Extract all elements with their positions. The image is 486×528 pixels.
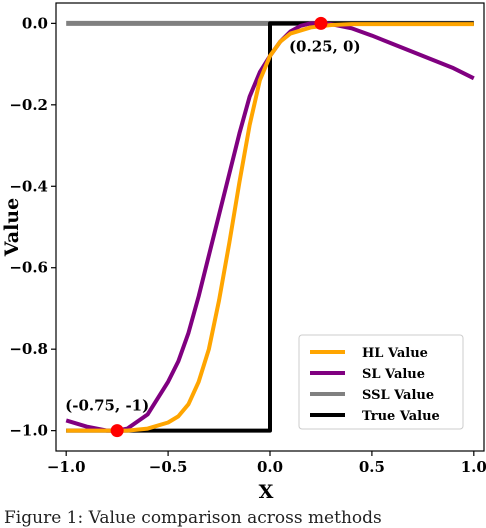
x-tick-label: 0.5 bbox=[359, 458, 385, 476]
y-ticks: 0.0 −0.2 −0.4 −0.6 −0.8 −1.0 bbox=[9, 14, 56, 440]
series-line-hl-value bbox=[66, 22, 474, 433]
y-tick-label: 0.0 bbox=[22, 14, 48, 32]
x-ticks: −1.0 −0.5 0.0 0.5 1.0 bbox=[47, 451, 486, 476]
point-annotation-2: (0.25, 0) bbox=[289, 37, 361, 55]
legend: HL Value SL Value SSL Value True Value bbox=[298, 334, 464, 430]
y-tick-label: −0.4 bbox=[9, 177, 48, 195]
x-tick-label: −0.5 bbox=[149, 458, 188, 476]
point-annotation-1: (-0.75, -1) bbox=[65, 397, 149, 415]
legend-label-true-value: True Value bbox=[362, 409, 440, 424]
legend-label-hl-value: HL Value bbox=[362, 346, 428, 361]
y-tick-label: −1.0 bbox=[9, 422, 48, 440]
plot-points: (-0.75, -1) (0.25, 0) bbox=[65, 16, 361, 438]
y-tick-label: −0.6 bbox=[9, 259, 48, 277]
y-tick-label: −0.2 bbox=[9, 96, 48, 114]
y-tick-label: −0.8 bbox=[9, 340, 48, 358]
plot-lines bbox=[65, 20, 475, 433]
x-tick-label: 1.0 bbox=[461, 458, 486, 476]
figure-caption: Figure 1: Value comparison across method… bbox=[4, 508, 382, 528]
series-line-sl-value bbox=[65, 21, 475, 433]
legend-label-sl-value: SL Value bbox=[362, 367, 425, 382]
y-axis-label: Value bbox=[1, 198, 23, 257]
x-tick-label: −1.0 bbox=[47, 458, 86, 476]
highlight-point-1 bbox=[110, 424, 124, 438]
legend-label-ssl-value: SSL Value bbox=[362, 388, 434, 403]
x-tick-label: 0.0 bbox=[257, 458, 283, 476]
x-axis-label: X bbox=[259, 481, 274, 503]
highlight-point-2 bbox=[314, 16, 328, 30]
legend-box bbox=[298, 334, 464, 430]
